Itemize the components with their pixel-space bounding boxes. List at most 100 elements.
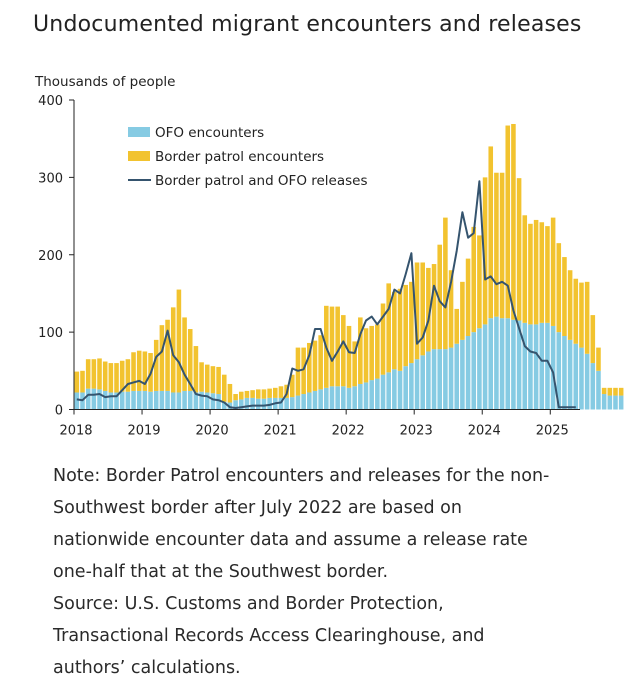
border-patrol-bar xyxy=(584,281,590,354)
ofo-bar xyxy=(392,369,397,410)
border-patrol-bar xyxy=(522,215,528,323)
ofo-bar xyxy=(613,395,618,410)
ofo-bar xyxy=(573,343,579,410)
border-patrol-bar xyxy=(369,325,374,381)
ofo-bar xyxy=(142,390,148,410)
ofo-bar xyxy=(454,343,460,410)
border-patrol-bar xyxy=(159,325,165,391)
legend-label-release: Border patrol and OFO releases xyxy=(155,173,368,189)
ofo-bar xyxy=(607,395,613,410)
border-patrol-bar xyxy=(233,394,238,401)
border-patrol-bar xyxy=(488,146,494,319)
border-patrol-bar xyxy=(528,223,533,325)
ofo-bar xyxy=(238,399,244,410)
legend-swatch-ofo xyxy=(128,127,150,137)
ofo-bar xyxy=(233,400,238,410)
legend: OFO encounters Border patrol encounters … xyxy=(128,125,368,189)
ofo-bar xyxy=(176,392,182,410)
ofo-bar xyxy=(511,319,516,410)
border-patrol-bar xyxy=(261,389,267,399)
ofo-bar xyxy=(108,392,114,410)
border-patrol-bar xyxy=(301,347,306,395)
y-tick-label: 400 xyxy=(38,94,63,109)
border-patrol-bar xyxy=(397,288,403,371)
border-patrol-bar xyxy=(278,386,284,398)
ofo-bar xyxy=(102,390,108,410)
ofo-bar xyxy=(335,386,340,410)
ofo-bar xyxy=(114,392,119,410)
y-axis-label: Thousands of people xyxy=(35,74,176,90)
border-patrol-bar xyxy=(613,387,618,396)
border-patrol-bar xyxy=(142,351,148,391)
border-patrol-bar xyxy=(312,340,318,391)
border-patrol-bar xyxy=(199,362,204,392)
ofo-bar xyxy=(477,328,482,410)
border-patrol-bar xyxy=(250,390,255,398)
ofo-bar xyxy=(261,398,267,410)
border-patrol-bar xyxy=(346,325,352,388)
chart-title: Undocumented migrant encounters and rele… xyxy=(33,12,582,37)
ofo-bar xyxy=(437,349,442,410)
ofo-bar xyxy=(528,324,533,410)
border-patrol-bar xyxy=(74,371,80,393)
ofo-bar xyxy=(74,392,80,410)
ofo-bar xyxy=(369,380,374,410)
border-patrol-bar xyxy=(363,328,369,383)
axes: 0 100 200 300 400 2018 2019 2020 2021 2022 2023 202… xyxy=(38,94,580,439)
ofo-bar xyxy=(550,325,556,410)
border-patrol-bar xyxy=(465,258,471,336)
ofo-bar xyxy=(601,394,607,410)
ofo-bar xyxy=(341,386,346,410)
ofo-bar xyxy=(386,372,391,410)
ofo-bar xyxy=(250,397,255,410)
border-patrol-bar xyxy=(437,244,442,350)
ofo-bar xyxy=(579,347,584,410)
ofo-bar xyxy=(465,335,471,410)
ofo-bar xyxy=(295,395,301,410)
ofo-bar xyxy=(533,324,539,410)
border-patrol-bar xyxy=(482,177,488,325)
ofo-bar xyxy=(618,395,624,410)
border-patrol-bar xyxy=(420,262,425,356)
legend-swatch-border xyxy=(128,151,150,161)
source-line: Transactional Records Access Clearinghou… xyxy=(53,626,485,646)
border-patrol-bar xyxy=(562,257,567,336)
border-patrol-bar xyxy=(187,329,193,391)
ofo-bar xyxy=(431,349,437,410)
border-patrol-bar xyxy=(255,389,261,399)
ofo-bar xyxy=(471,332,477,410)
ofo-bar xyxy=(307,392,312,410)
ofo-bar xyxy=(267,397,272,410)
border-patrol-bar xyxy=(494,172,499,317)
x-tick-label: 2021 xyxy=(264,424,297,439)
border-patrol-bar xyxy=(443,217,448,350)
note-text: Note: Border Patrol encounters and relea… xyxy=(53,460,613,684)
ofo-bar xyxy=(284,397,289,410)
border-patrol-bar xyxy=(114,363,119,393)
border-patrol-bar xyxy=(539,222,545,323)
ofo-bar xyxy=(204,392,210,410)
ofo-bar xyxy=(460,339,465,410)
border-patrol-bar xyxy=(244,390,250,398)
ofo-bar xyxy=(409,363,414,410)
y-tick-label: 100 xyxy=(38,326,63,341)
border-patrol-bar xyxy=(358,317,363,384)
x-tick-label: 2020 xyxy=(196,424,229,439)
note-line: nationwide encounter data and assume a r… xyxy=(53,530,528,550)
note-line: Southwest border after July 2022 are bas… xyxy=(53,498,462,518)
ofo-bar xyxy=(244,397,250,410)
border-patrol-bar xyxy=(414,262,420,360)
legend-label-ofo: OFO encounters xyxy=(155,125,264,141)
border-patrol-bar xyxy=(335,306,340,387)
ofo-bar xyxy=(278,397,284,410)
ofo-bar xyxy=(522,322,528,410)
border-patrol-bar xyxy=(267,388,272,398)
border-patrol-bar xyxy=(307,342,312,393)
x-tick-label: 2024 xyxy=(468,424,501,439)
border-patrol-bar xyxy=(221,374,227,402)
ofo-bar xyxy=(187,390,193,410)
border-patrol-bar xyxy=(601,387,607,395)
ofo-bar xyxy=(352,386,357,410)
ofo-bar xyxy=(301,394,306,410)
x-tick-label: 2025 xyxy=(536,424,569,439)
